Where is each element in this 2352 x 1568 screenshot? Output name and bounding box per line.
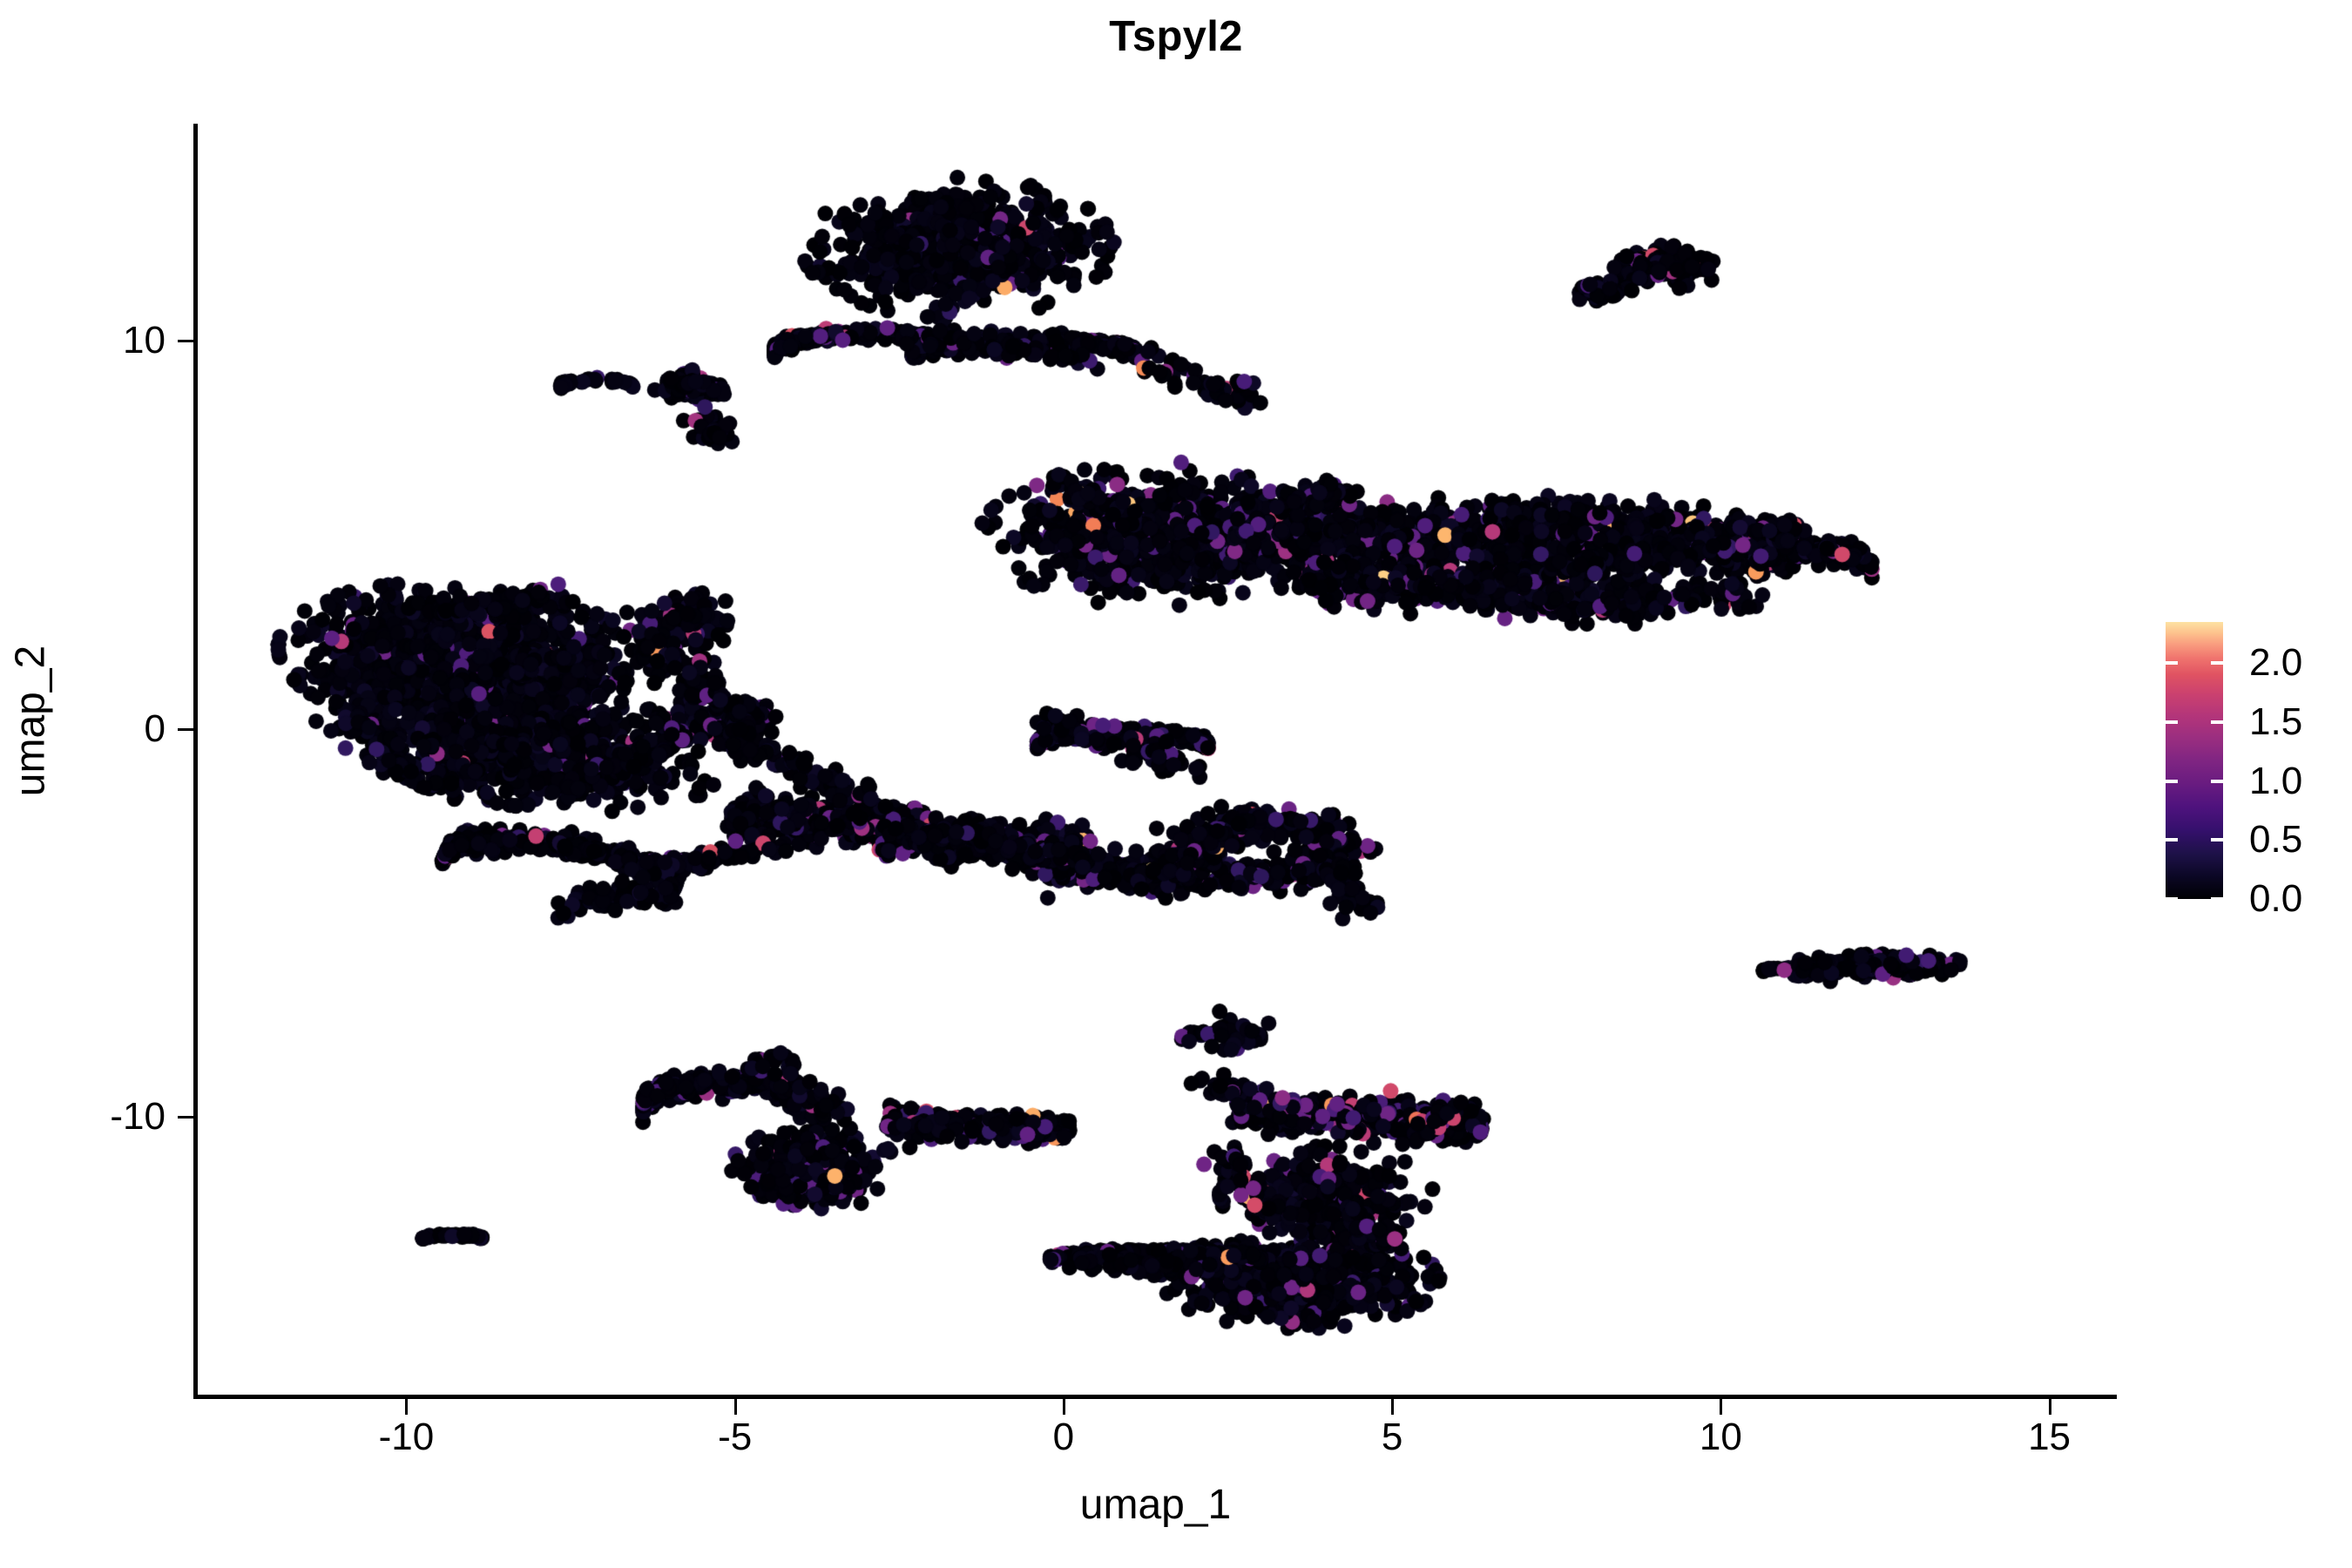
x-tick-mark [405,1399,409,1415]
colorbar-tick-label: 2.0 [2249,641,2303,685]
x-tick-label: 15 [2028,1416,2072,1458]
y-tick-mark [178,340,193,343]
x-tick-label: 10 [1699,1416,1742,1458]
x-tick-mark [1391,1399,1395,1415]
colorbar-legend: 2.0 1.5 1.0 0.5 0.0 [2166,622,2322,920]
colorbar-tick-mark [2166,838,2178,842]
colorbar-tick-label: 0.0 [2249,877,2303,920]
colorbar-tick-mark [2211,838,2223,842]
scatter-plot-canvas [196,124,2115,1396]
colorbar-tick-mark [2166,661,2178,666]
x-tick-label: -10 [378,1416,435,1458]
page-title: Tspyl2 [1109,13,1243,60]
x-tick-label: 0 [1052,1416,1075,1458]
colorbar-tick-mark [2166,779,2178,783]
colorbar-tick-mark [2211,897,2223,901]
y-axis-label: umap_2 [7,645,54,797]
colorbar-tick-mark [2211,779,2223,783]
colorbar-tick-mark [2211,661,2223,666]
colorbar-tick-mark [2166,720,2178,725]
x-tick-label: 5 [1381,1416,1403,1458]
y-tick-mark [178,727,193,731]
colorbar-tick-mark [2166,897,2178,901]
colorbar-tick-mark [2211,720,2223,725]
x-axis-line [193,1395,2117,1399]
y-tick-label: 0 [144,706,166,750]
x-tick-mark [733,1399,737,1415]
x-tick-mark [1062,1399,1065,1415]
colorbar-tick-label: 1.0 [2249,759,2303,802]
colorbar-tick-label: 0.5 [2249,818,2303,862]
y-tick-label: -10 [110,1095,166,1139]
y-tick-label: 10 [123,319,166,362]
y-axis-line [193,124,198,1399]
x-tick-mark [2048,1399,2051,1415]
x-tick-mark [1720,1399,1723,1415]
y-tick-mark [178,1116,193,1119]
x-tick-label: -5 [718,1416,753,1458]
colorbar-tick-label: 1.5 [2249,700,2303,744]
x-axis-label: umap_1 [1079,1482,1232,1528]
colorbar-gradient [2166,622,2223,899]
